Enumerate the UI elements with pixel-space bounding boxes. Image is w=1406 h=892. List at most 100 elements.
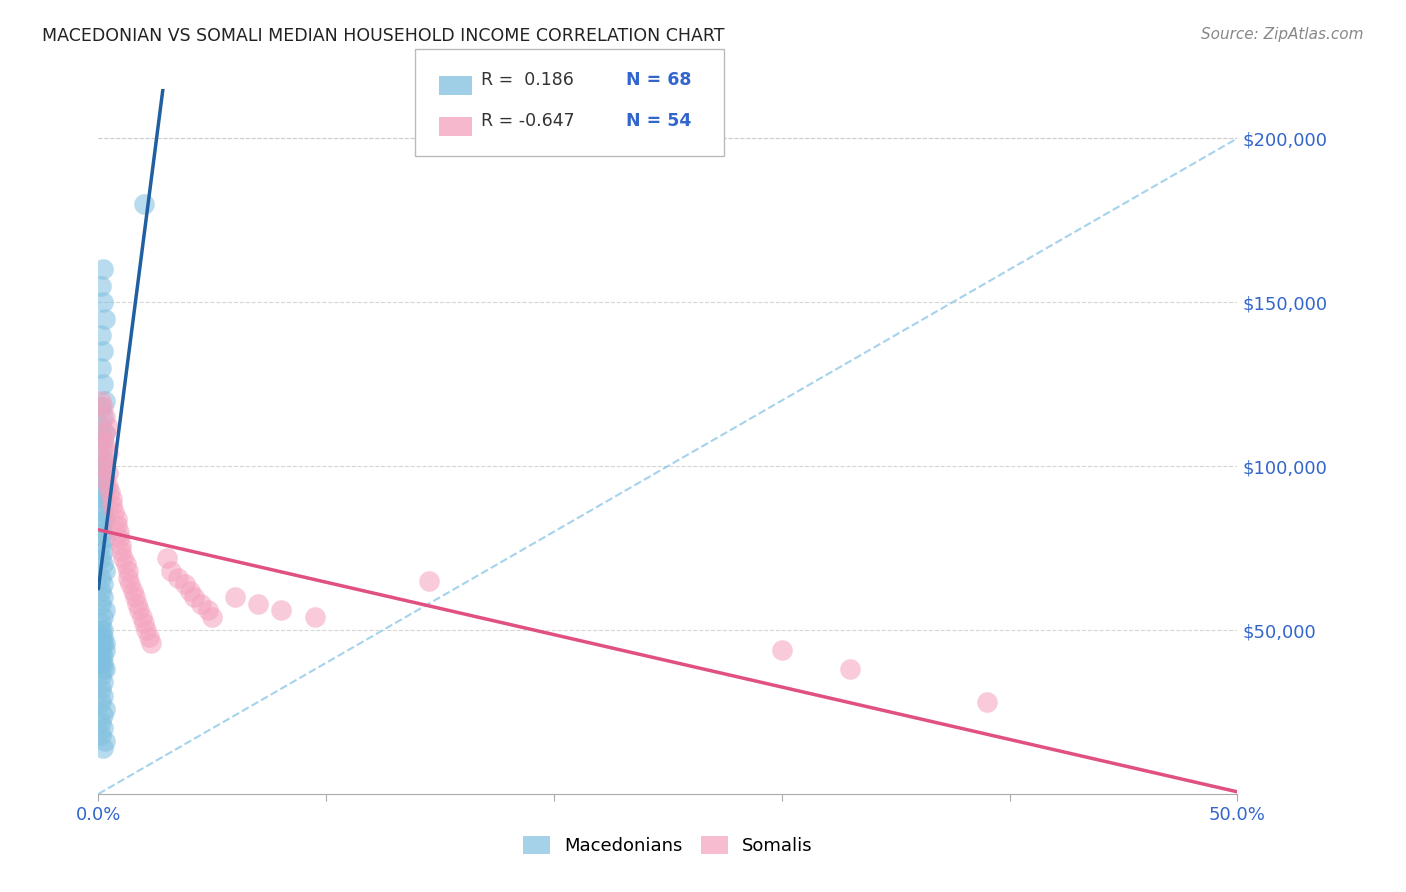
Point	[108, 531, 131, 545]
Point	[90, 485, 112, 500]
Point	[96, 479, 118, 493]
Point	[94, 452, 117, 467]
Point	[91, 623, 114, 637]
Point	[91, 452, 114, 467]
Text: Source: ZipAtlas.com: Source: ZipAtlas.com	[1201, 27, 1364, 42]
Point	[91, 433, 114, 447]
Point	[270, 603, 292, 617]
Point	[139, 636, 162, 650]
Point	[91, 433, 114, 447]
Point	[90, 597, 112, 611]
Point	[94, 662, 117, 676]
Text: N = 54: N = 54	[626, 112, 690, 129]
Point	[96, 446, 118, 460]
Point	[105, 511, 128, 525]
Point	[108, 524, 131, 539]
Point	[94, 564, 117, 578]
Point	[167, 570, 190, 584]
Point	[90, 499, 112, 513]
Point	[112, 550, 135, 565]
Point	[94, 426, 117, 441]
Point	[160, 564, 183, 578]
Point	[770, 642, 793, 657]
Text: R = -0.647: R = -0.647	[481, 112, 575, 129]
Point	[110, 538, 132, 552]
Point	[156, 550, 179, 565]
Point	[94, 459, 117, 474]
Point	[90, 669, 112, 683]
Point	[91, 741, 114, 756]
Point	[94, 531, 117, 545]
Point	[90, 623, 112, 637]
Point	[132, 616, 155, 631]
Point	[91, 630, 114, 644]
Point	[91, 675, 114, 690]
Point	[94, 409, 117, 424]
Point	[94, 472, 117, 486]
Point	[94, 734, 117, 748]
Point	[90, 630, 112, 644]
Point	[91, 708, 114, 723]
Point	[91, 722, 114, 736]
Point	[94, 426, 117, 441]
Point	[90, 400, 112, 414]
Point	[91, 636, 114, 650]
Point	[101, 491, 124, 506]
Point	[90, 714, 112, 729]
Point	[91, 524, 114, 539]
Point	[174, 577, 197, 591]
Point	[103, 505, 125, 519]
Point	[90, 649, 112, 664]
Point	[418, 574, 440, 588]
Point	[96, 466, 118, 480]
Point	[94, 440, 117, 454]
Point	[117, 570, 139, 584]
Point	[91, 662, 114, 676]
Point	[94, 701, 117, 715]
Point	[138, 630, 160, 644]
Point	[94, 603, 117, 617]
Point	[91, 505, 114, 519]
Point	[90, 538, 112, 552]
Point	[117, 564, 139, 578]
Point	[135, 623, 157, 637]
Point	[190, 597, 212, 611]
Point	[90, 616, 112, 631]
Point	[90, 583, 112, 598]
Point	[91, 649, 114, 664]
Point	[90, 550, 112, 565]
Text: MACEDONIAN VS SOMALI MEDIAN HOUSEHOLD INCOME CORRELATION CHART: MACEDONIAN VS SOMALI MEDIAN HOUSEHOLD IN…	[42, 27, 724, 45]
Point	[91, 459, 114, 474]
Point	[120, 577, 142, 591]
Point	[94, 311, 117, 326]
Point	[91, 491, 114, 506]
Point	[98, 485, 121, 500]
Point	[224, 591, 246, 605]
Point	[105, 518, 128, 533]
Point	[90, 466, 112, 480]
Point	[197, 603, 219, 617]
Point	[90, 328, 112, 343]
Point	[121, 583, 143, 598]
Point	[91, 689, 114, 703]
Legend: Macedonians, Somalis: Macedonians, Somalis	[516, 829, 820, 863]
Point	[94, 393, 117, 408]
Point	[246, 597, 269, 611]
Point	[127, 597, 149, 611]
Point	[91, 472, 114, 486]
Point	[132, 197, 155, 211]
Text: N = 68: N = 68	[626, 70, 692, 88]
Point	[90, 419, 112, 434]
Point	[101, 499, 124, 513]
Point	[94, 479, 117, 493]
Point	[124, 591, 146, 605]
Point	[91, 409, 114, 424]
Point	[91, 262, 114, 277]
Point	[131, 610, 153, 624]
Point	[94, 511, 117, 525]
Point	[976, 695, 998, 709]
Point	[128, 603, 150, 617]
Point	[90, 518, 112, 533]
Point	[90, 695, 112, 709]
Point	[90, 728, 112, 742]
